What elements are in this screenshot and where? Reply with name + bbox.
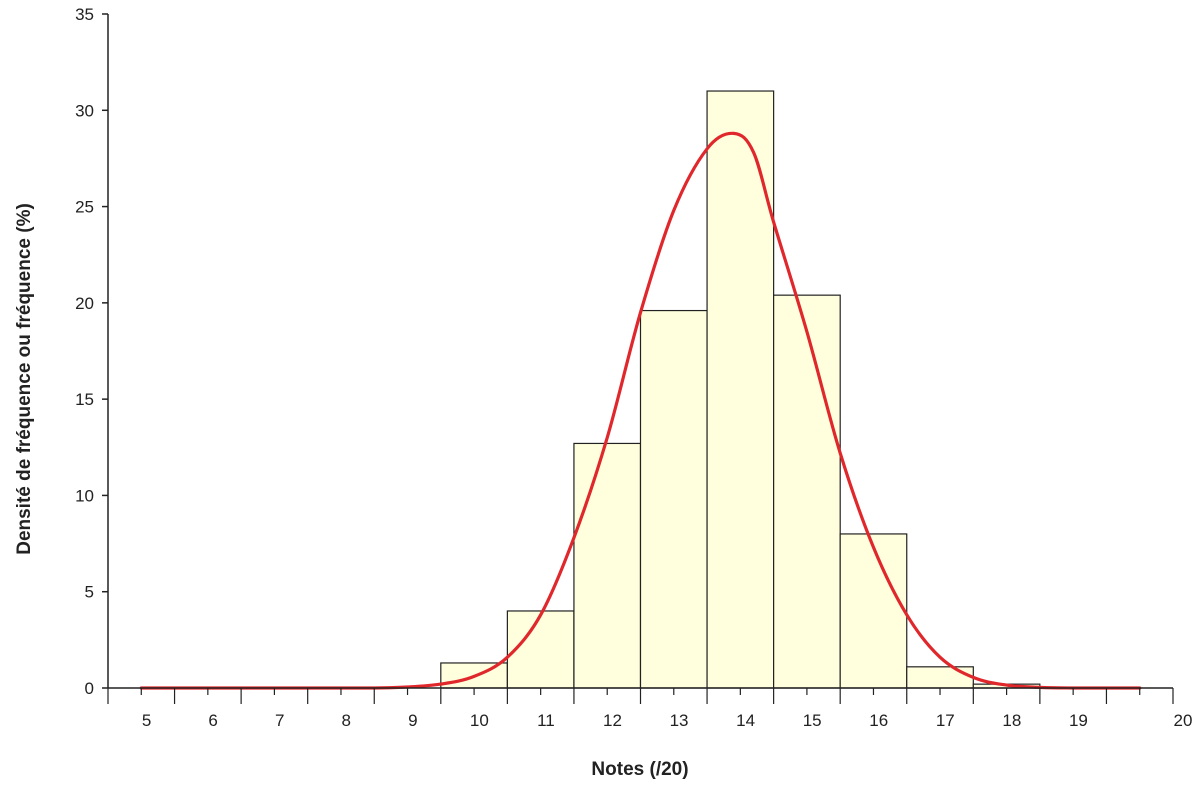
x-tick-label: 9 [408,711,417,730]
y-tick-label: 0 [85,679,94,698]
histogram-bar-14-15 [773,294,841,689]
x-tick-label: 17 [936,711,955,730]
histogram-bar-15-16 [839,533,908,689]
y-tick-label: 30 [75,101,94,120]
x-tick-label: 6 [208,711,217,730]
x-tick-label: 16 [869,711,888,730]
y-tick-label: 15 [75,390,94,409]
y-axis-title: Densité de fréquence ou fréquence (%) [14,203,35,555]
x-axis-title: Notes (/20) [591,759,688,780]
y-tick-label: 10 [75,486,94,505]
x-axis-ticks: 5 6 7 8 9 10 11 12 13 14 15 16 17 18 19 20 [107,688,1193,730]
histogram-bar-13-14 [706,90,775,689]
y-tick-label: 25 [75,198,94,217]
x-tick-label: 19 [1069,711,1088,730]
x-tick-label: 12 [603,711,622,730]
x-tick-label: 10 [470,711,489,730]
x-tick-label: 18 [1002,711,1021,730]
x-tick-label: 8 [342,711,351,730]
y-tick-label: 35 [75,5,94,24]
bars-layer [440,90,1041,689]
histogram-bar-10-11 [506,610,575,689]
histogram-bar-11-12 [573,442,642,689]
x-tick-label: 13 [670,711,689,730]
x-tick-label: 14 [736,711,755,730]
x-tick-label: 20 [1174,711,1193,730]
x-tick-label: 7 [275,711,284,730]
y-tick-label: 20 [75,294,94,313]
density-curve [139,131,1142,690]
y-axis-ticks: 0 5 10 15 20 25 30 35 [75,5,108,698]
x-tick-label: 15 [803,711,822,730]
histogram-bar-12-13 [639,309,708,689]
x-tick-label: 5 [142,711,151,730]
y-tick-label: 5 [85,583,94,602]
histogram-bar-16-17 [906,666,974,689]
x-tick-label: 11 [537,711,555,730]
